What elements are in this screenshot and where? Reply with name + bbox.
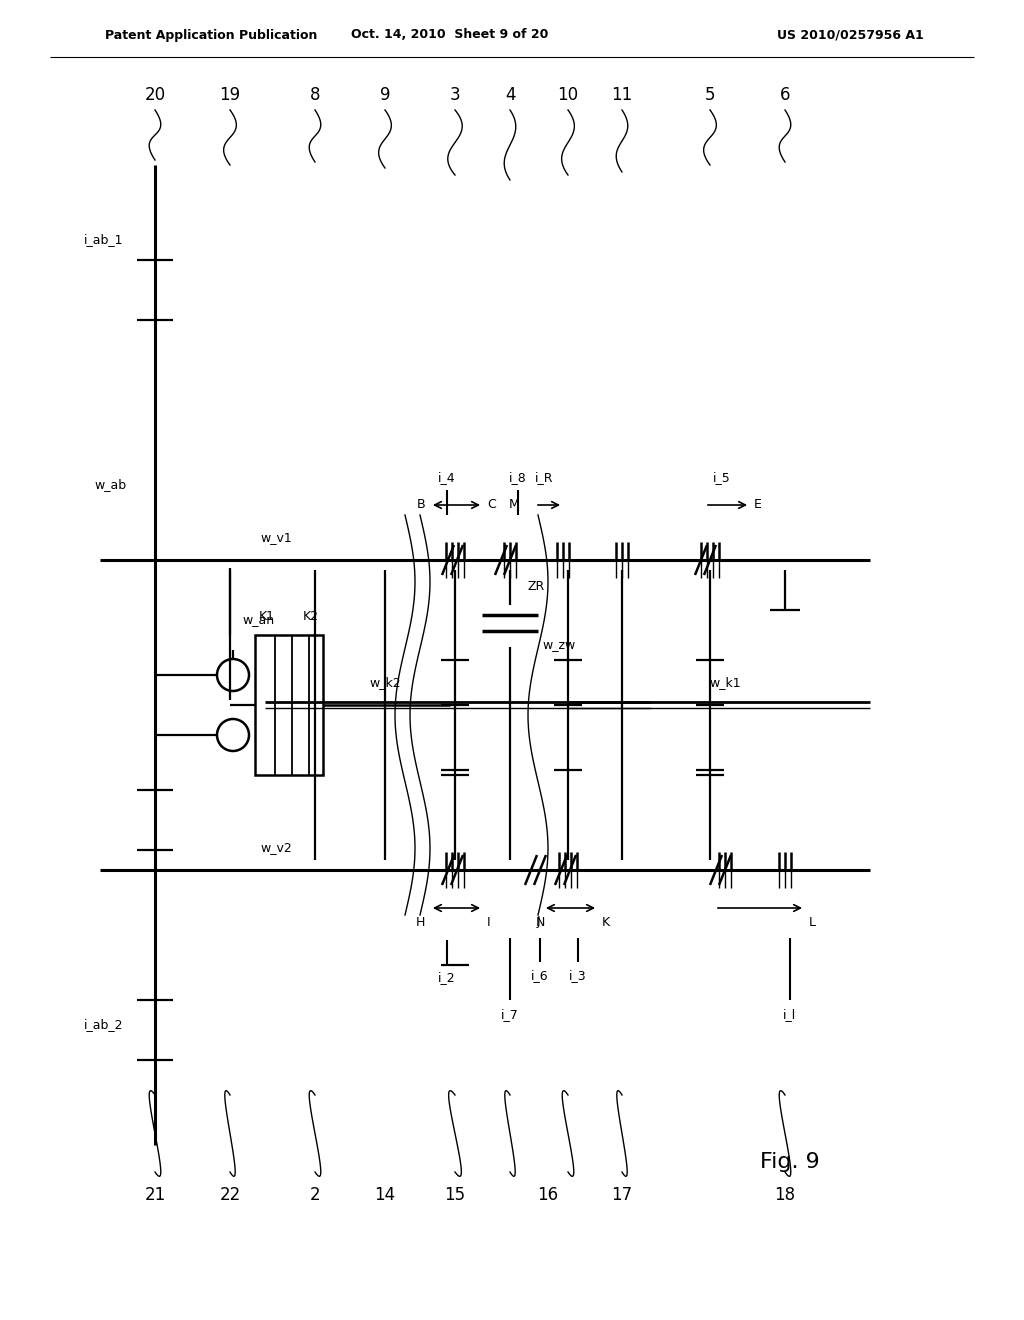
Text: I: I [487,916,490,928]
Text: Fig. 9: Fig. 9 [760,1152,820,1172]
Text: w_v2: w_v2 [260,842,292,854]
Text: K1: K1 [259,610,275,623]
Text: C: C [487,499,496,511]
Text: 9: 9 [380,86,390,104]
Text: L: L [809,916,816,928]
Text: 10: 10 [557,86,579,104]
Text: 16: 16 [538,1185,558,1204]
Text: K2: K2 [303,610,319,623]
Text: i_ab_2: i_ab_2 [84,1019,123,1031]
Text: 6: 6 [779,86,791,104]
Text: i_7: i_7 [501,1008,519,1022]
Text: 14: 14 [375,1185,395,1204]
Text: i_ab_1: i_ab_1 [84,234,123,247]
Text: 19: 19 [219,86,241,104]
Text: w_k1: w_k1 [710,676,740,689]
Text: w_v1: w_v1 [260,532,292,544]
Text: 21: 21 [144,1185,166,1204]
Text: 18: 18 [774,1185,796,1204]
Text: H: H [416,916,425,928]
Text: B: B [417,499,425,511]
Text: 17: 17 [611,1185,633,1204]
Bar [255,635,323,775]
Text: 4: 4 [505,86,515,104]
Text: w_k2: w_k2 [370,676,400,689]
Text: i_6: i_6 [531,969,549,982]
Text: i_R: i_R [535,471,553,484]
Text: i_5: i_5 [713,471,731,484]
Text: ZR: ZR [528,581,545,594]
Text: i_l: i_l [783,1008,797,1022]
Text: i_3: i_3 [569,969,587,982]
Text: w_ab: w_ab [95,479,127,491]
Text: 22: 22 [219,1185,241,1204]
Text: 20: 20 [144,86,166,104]
Text: w_zw: w_zw [542,639,575,652]
Text: N: N [536,916,545,928]
Text: E: E [754,499,762,511]
Text: 15: 15 [444,1185,466,1204]
Text: i_2: i_2 [438,972,456,985]
Text: 2: 2 [309,1185,321,1204]
Text: K: K [602,916,610,928]
Text: 8: 8 [309,86,321,104]
Text: M: M [509,499,519,511]
Text: J: J [537,916,540,928]
Text: 11: 11 [611,86,633,104]
Text: US 2010/0257956 A1: US 2010/0257956 A1 [776,29,924,41]
Text: 5: 5 [705,86,715,104]
Text: Patent Application Publication: Patent Application Publication [105,29,317,41]
Text: i_4: i_4 [438,471,456,484]
Text: w_an: w_an [242,614,274,627]
Text: 3: 3 [450,86,461,104]
Text: i_8: i_8 [509,471,527,484]
Text: Oct. 14, 2010  Sheet 9 of 20: Oct. 14, 2010 Sheet 9 of 20 [351,29,549,41]
